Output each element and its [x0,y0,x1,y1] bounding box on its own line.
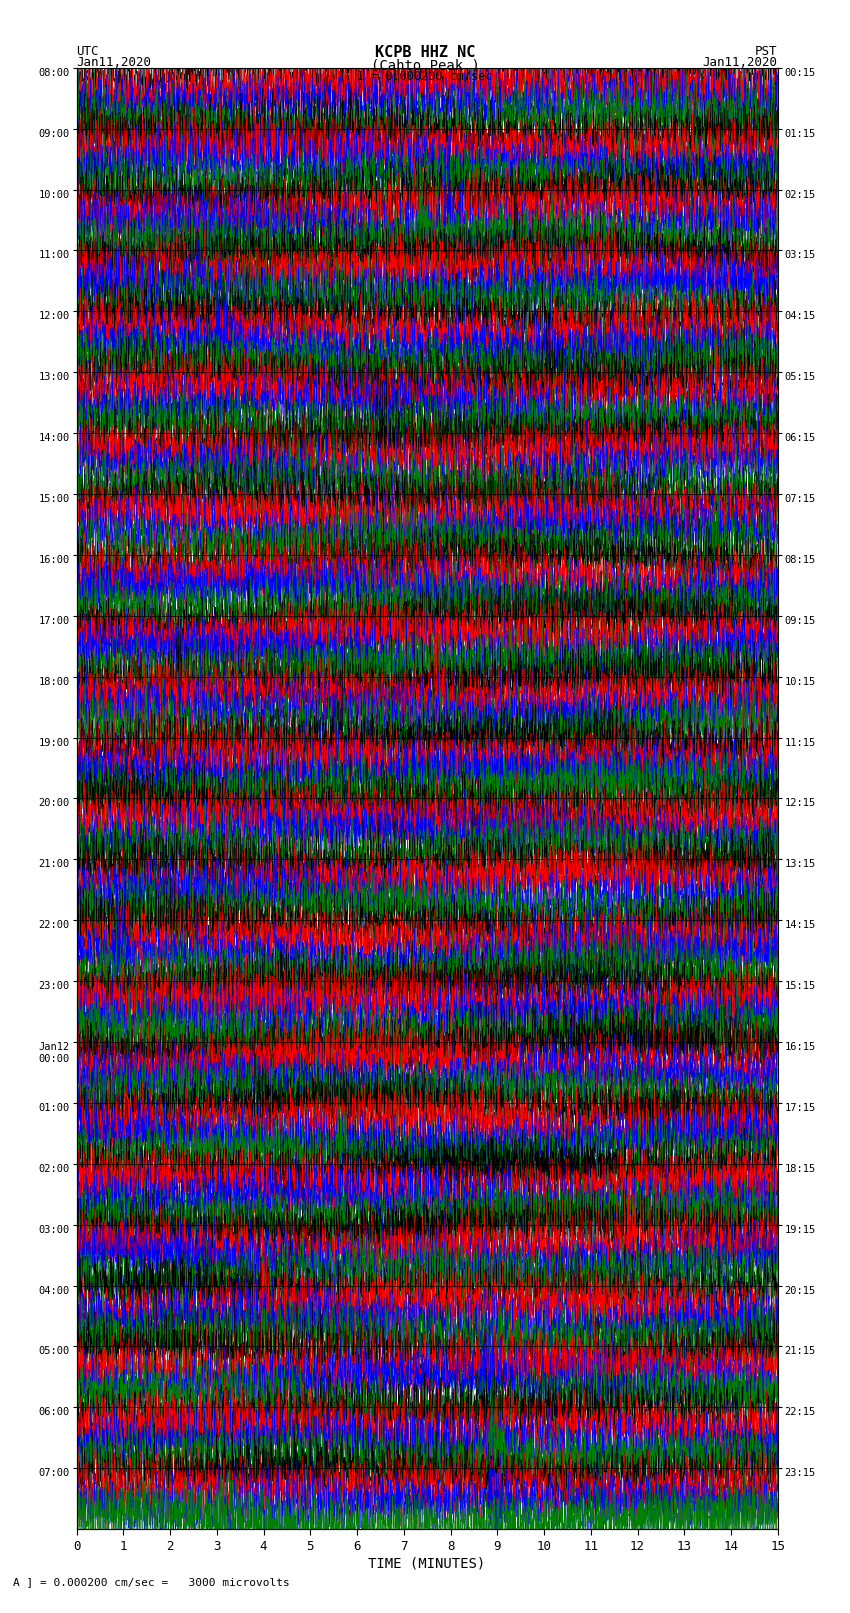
Text: I = 0.000200 cm/sec: I = 0.000200 cm/sec [357,69,493,82]
Text: KCPB HHZ NC: KCPB HHZ NC [375,45,475,60]
X-axis label: TIME (MINUTES): TIME (MINUTES) [369,1557,485,1571]
Text: Jan11,2020: Jan11,2020 [76,56,151,69]
Text: Jan11,2020: Jan11,2020 [703,56,778,69]
Text: PST: PST [756,45,778,58]
Text: A ] = 0.000200 cm/sec =   3000 microvolts: A ] = 0.000200 cm/sec = 3000 microvolts [13,1578,290,1587]
Text: (Cahto Peak ): (Cahto Peak ) [371,58,479,73]
Text: UTC: UTC [76,45,99,58]
